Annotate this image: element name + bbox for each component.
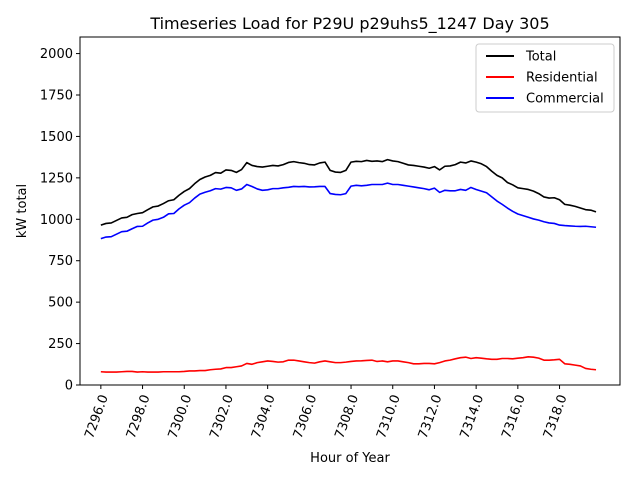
- y-tick-label: 1750: [40, 89, 73, 104]
- series-line-total: [100, 158, 597, 226]
- plot-frame: [79, 36, 621, 386]
- y-tick-label: 1500: [40, 130, 73, 145]
- y-tick-label: 500: [48, 296, 73, 311]
- y-axis: 0 250 500 750 1000 1250 1500 1750 2000: [40, 47, 80, 394]
- x-axis-title: Hour of Year: [310, 451, 390, 466]
- legend-label-residential: Residential: [526, 71, 598, 86]
- y-tick-label: 0: [65, 379, 73, 394]
- y-axis-title: kW total: [15, 184, 30, 238]
- series-line-commercial: [100, 182, 597, 240]
- y-tick-label: 1000: [40, 213, 73, 228]
- chart-title: Timeseries Load for P29U p29uhs5_1247 Da…: [149, 14, 549, 34]
- series-line-residential: [100, 356, 597, 373]
- legend-box: [475, 43, 615, 113]
- series-layer: [100, 158, 597, 373]
- y-tick-label: 2000: [40, 47, 73, 62]
- y-tick-label: 250: [48, 337, 73, 352]
- legend: Total Residential Commercial: [475, 43, 615, 113]
- legend-label-commercial: Commercial: [526, 92, 604, 107]
- y-tick-label: 750: [48, 254, 73, 269]
- legend-label-total: Total: [525, 50, 556, 65]
- y-tick-label: 1250: [40, 171, 73, 186]
